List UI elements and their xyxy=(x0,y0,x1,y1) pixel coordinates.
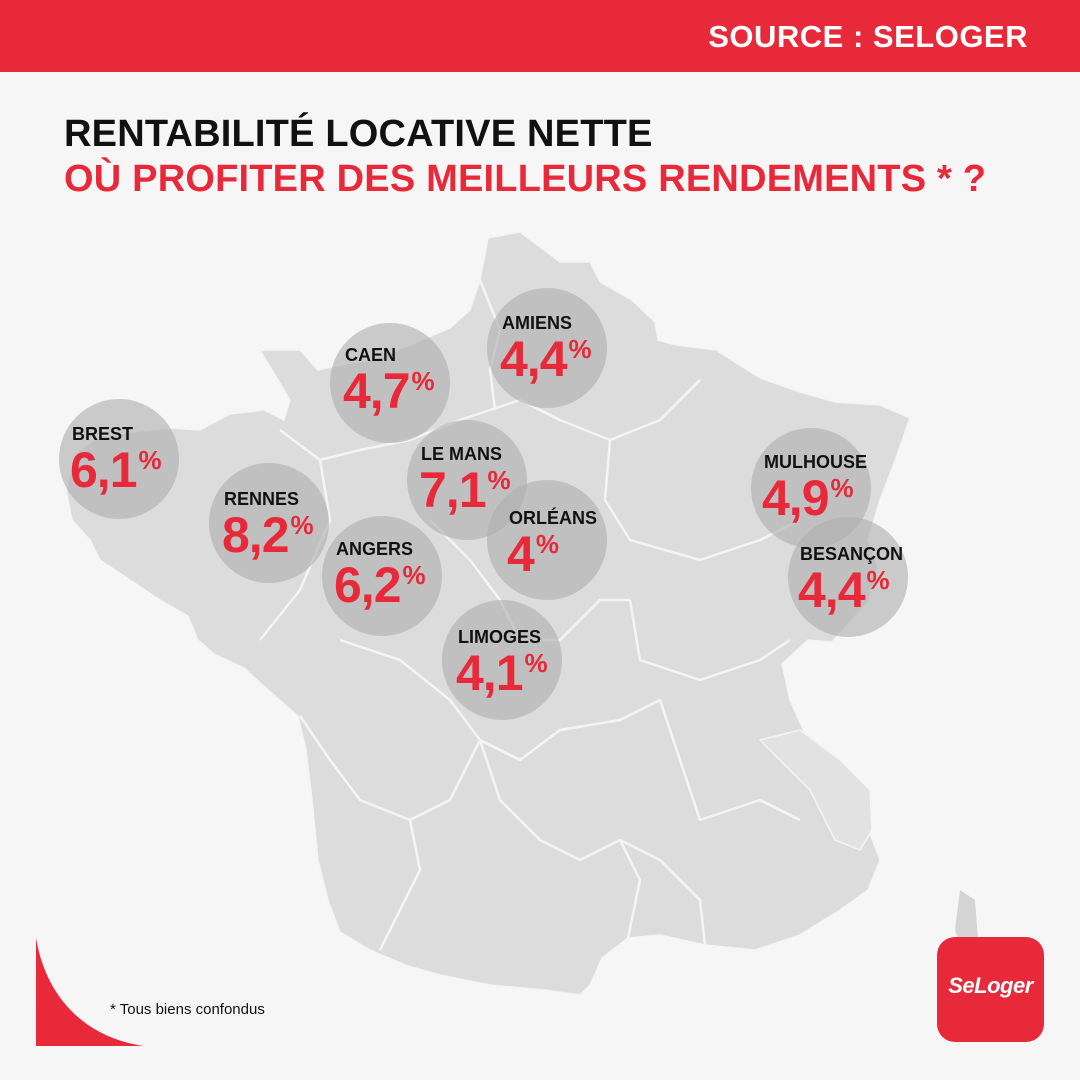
city-bubble-angers xyxy=(322,516,442,636)
city-rate-amiens: 4,4% xyxy=(500,331,592,387)
city-bubble-brest xyxy=(59,399,179,519)
city-rate-limoges: 4,1% xyxy=(456,645,548,701)
city-name-limoges: LIMOGES xyxy=(458,627,542,647)
city-name-angers: ANGERS xyxy=(336,539,414,559)
city-bubble-orleans xyxy=(487,480,607,600)
city-name-orleans: ORLÉANS xyxy=(509,508,598,528)
page-title: RENTABILITÉ LOCATIVE NETTE xyxy=(64,113,653,155)
city-rate-orleans: 4% xyxy=(507,526,559,582)
city-name-rennes: RENNES xyxy=(224,489,300,509)
city-name-besancon: BESANÇON xyxy=(800,544,904,564)
page-subtitle: OÙ PROFITER DES MEILLEURS RENDEMENTS * ? xyxy=(64,158,987,200)
city-rate-caen: 4,7% xyxy=(343,363,435,419)
city-rate-besancon: 4,4% xyxy=(798,562,890,618)
header-bar: SOURCE : SELOGER xyxy=(0,0,1080,72)
city-name-brest: BREST xyxy=(72,424,134,444)
source-label: SOURCE : SELOGER xyxy=(708,19,1028,54)
corner-swoosh-decoration xyxy=(36,938,144,1046)
city-rate-angers: 6,2% xyxy=(334,557,426,613)
city-rate-rennes: 8,2% xyxy=(222,507,314,563)
city-bubble-amiens xyxy=(487,288,607,408)
city-bubble-limoges xyxy=(442,600,562,720)
city-name-mulhouse: MULHOUSE xyxy=(764,452,867,472)
footnote: * Tous biens confondus xyxy=(110,1001,265,1018)
city-rate-le-mans: 7,1% xyxy=(419,462,511,518)
city-name-le-mans: LE MANS xyxy=(421,444,502,464)
seloger-logo: SeLoger xyxy=(937,937,1044,1042)
city-bubble-besancon xyxy=(788,517,908,637)
logo-text: SeLoger xyxy=(948,973,1033,998)
city-bubble-rennes xyxy=(209,463,329,583)
city-bubble-caen xyxy=(330,323,450,443)
city-name-amiens: AMIENS xyxy=(502,313,573,333)
city-rate-brest: 6,1% xyxy=(70,442,162,498)
city-name-caen: CAEN xyxy=(345,345,397,365)
city-rate-mulhouse: 4,9% xyxy=(762,470,854,526)
